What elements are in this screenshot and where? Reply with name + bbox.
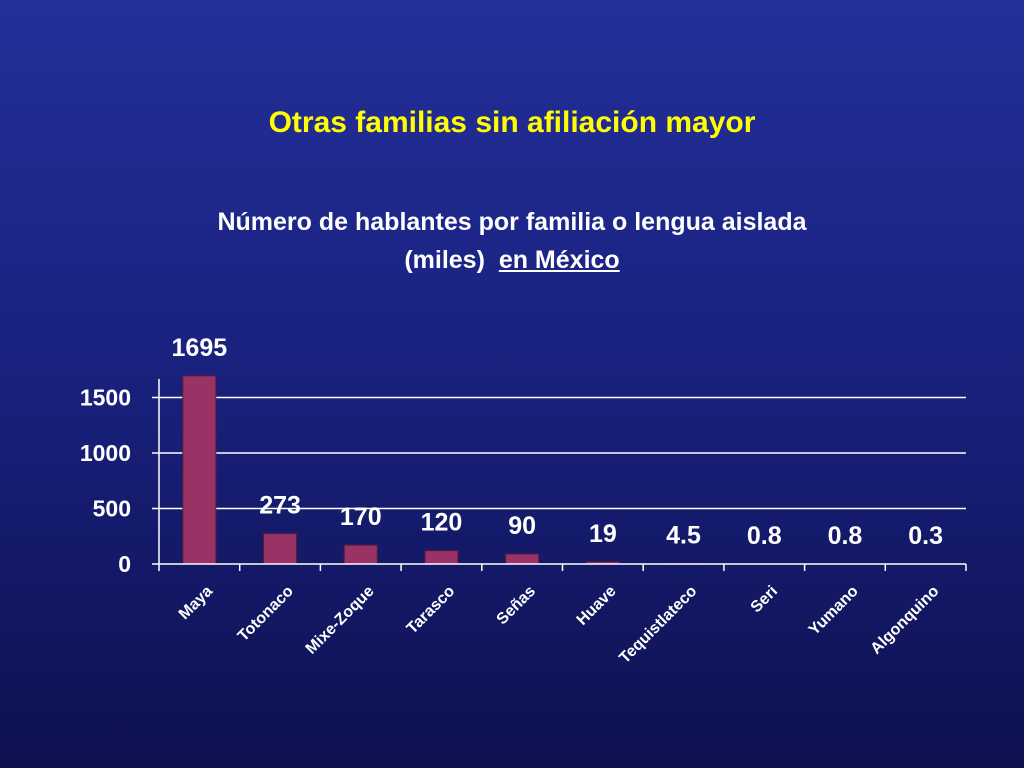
bar-mixe-zoque	[343, 544, 378, 565]
data-label-mixe-zoque: 170	[340, 503, 382, 531]
category-label-señas: Señas	[494, 583, 539, 628]
category-label-algonquino: Algonquino	[868, 583, 943, 658]
category-label-maya: Maya	[176, 583, 216, 623]
bar-totonaco	[263, 533, 298, 565]
y-tick-label-500: 500	[93, 496, 131, 522]
chart-title-line-1: Número de hablantes por familia o lengua…	[217, 208, 807, 236]
data-label-tequistlateco: 4.5	[666, 522, 701, 550]
data-label-yumano: 0.8	[828, 522, 863, 550]
bar-tarasco	[424, 550, 459, 565]
category-label-seri: Seri	[748, 583, 781, 616]
data-label-señas: 90	[508, 512, 536, 540]
category-label-tequistlateco: Tequistlateco	[616, 583, 700, 667]
data-label-tarasco: 120	[421, 509, 463, 537]
data-label-totonaco: 273	[259, 492, 301, 520]
chart-title-units: (miles)	[404, 246, 485, 274]
data-label-huave: 19	[589, 520, 617, 548]
category-label-yumano: Yumano	[806, 583, 862, 639]
data-label-seri: 0.8	[747, 522, 782, 550]
category-label-huave: Huave	[574, 583, 620, 629]
bar-señas	[505, 553, 540, 565]
category-label-tarasco: Tarasco	[404, 583, 459, 638]
chart-title-line-2: (miles) en México	[112, 241, 912, 279]
chart-title: Número de hablantes por familia o lengua…	[112, 203, 912, 279]
slide-title: Otras familias sin afiliación mayor	[268, 106, 756, 139]
y-tick-label-1000: 1000	[80, 440, 131, 466]
category-label-mixe-zoque: Mixe-Zoque	[303, 583, 378, 658]
bar-maya	[182, 375, 217, 565]
y-tick-label-0: 0	[118, 551, 131, 577]
category-label-totonaco: Totonaco	[235, 583, 297, 645]
data-label-maya: 1695	[172, 334, 228, 362]
chart-title-country: en México	[498, 246, 620, 274]
y-tick-label-1500: 1500	[80, 385, 131, 411]
data-label-algonquino: 0.3	[908, 522, 943, 550]
